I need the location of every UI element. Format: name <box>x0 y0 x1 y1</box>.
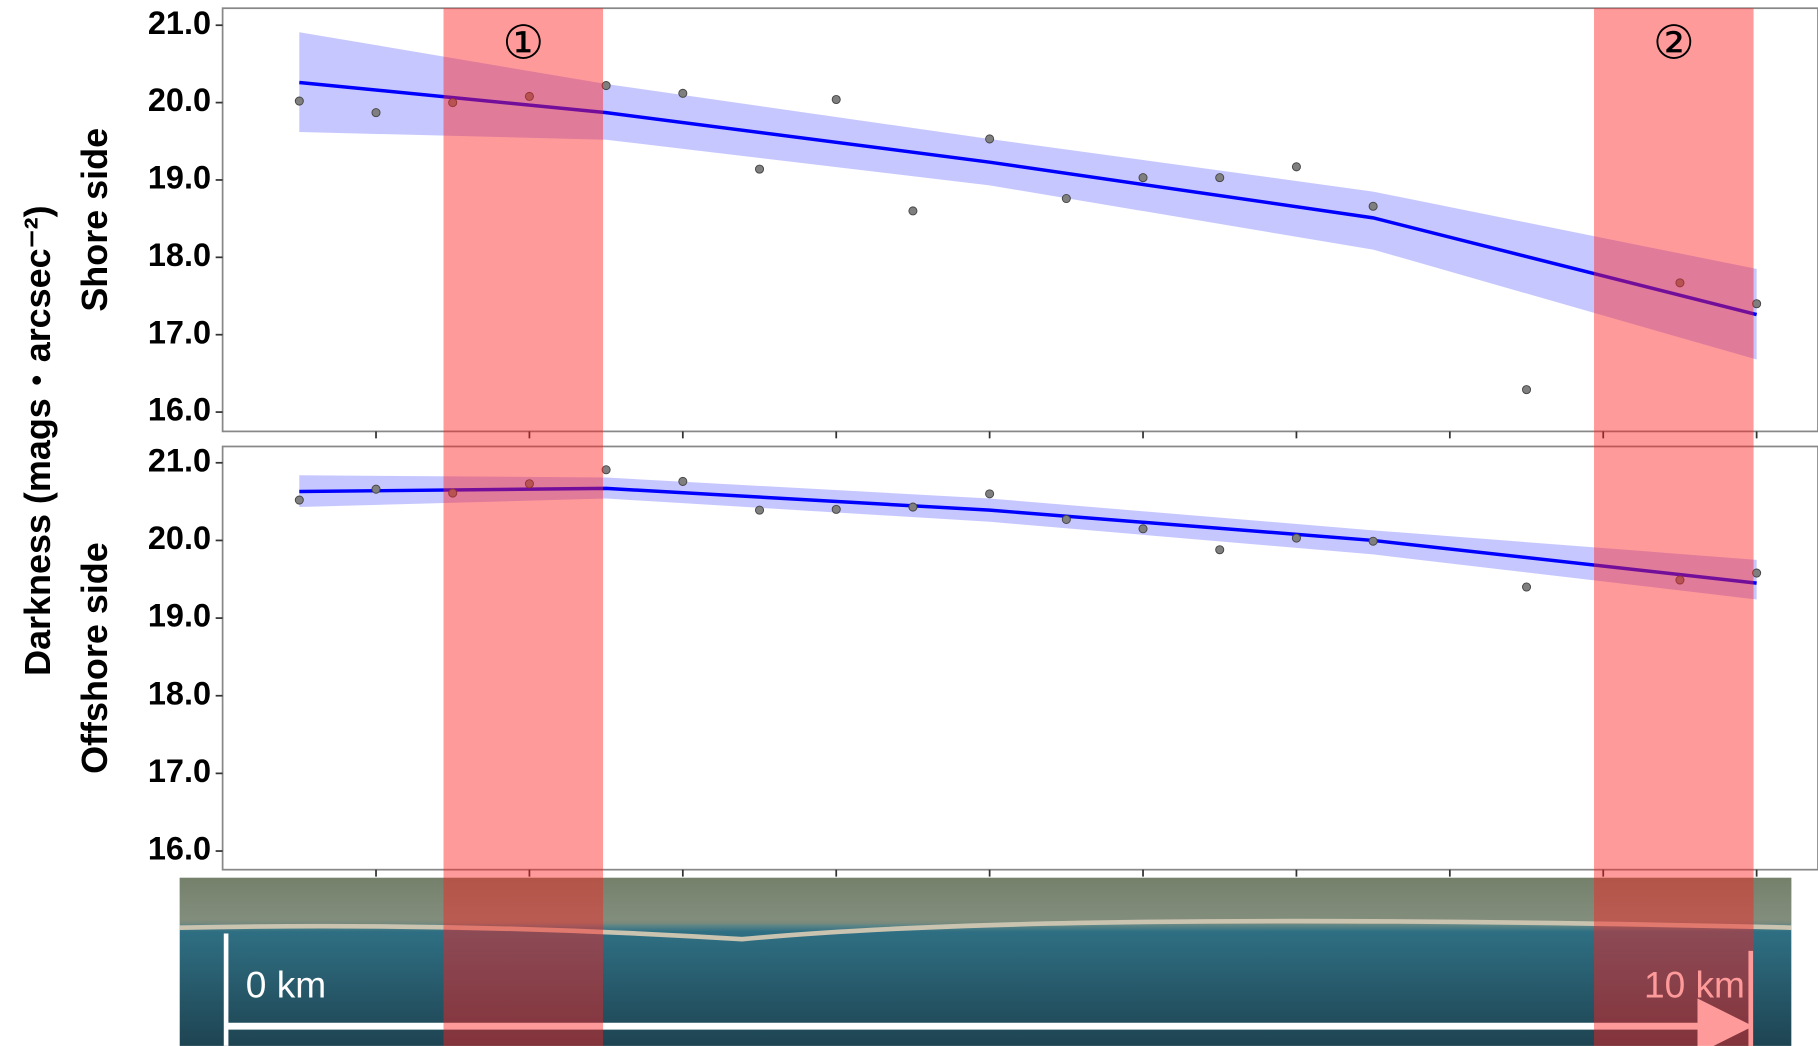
y-tick-label: 21.0 <box>148 5 211 41</box>
data-point <box>372 485 380 493</box>
y-tick-label: 19.0 <box>148 598 211 634</box>
data-point <box>602 466 610 474</box>
data-point <box>755 506 763 514</box>
data-point <box>295 496 303 504</box>
data-point <box>909 207 917 215</box>
y-tick-label: 16.0 <box>148 392 211 428</box>
data-point <box>1139 525 1147 533</box>
data-point <box>1522 386 1530 394</box>
panel-label: Offshore side <box>74 542 115 774</box>
highlight-region <box>1594 8 1754 1046</box>
data-point <box>832 95 840 103</box>
scale-start: 0 km <box>246 964 326 1006</box>
data-point <box>1292 163 1300 171</box>
y-axis-title: Darkness (mags・arcsec⁻²) <box>17 205 58 675</box>
data-point <box>1062 515 1070 523</box>
y-tick-label: 17.0 <box>148 314 211 350</box>
data-point <box>1753 300 1761 308</box>
data-point <box>1292 534 1300 542</box>
y-tick-label: 17.0 <box>148 753 211 789</box>
data-point <box>1369 537 1377 545</box>
panel-label: Shore side <box>74 128 115 312</box>
data-point <box>679 477 687 485</box>
data-point <box>679 89 687 97</box>
y-tick-label: 18.0 <box>148 675 211 711</box>
data-point <box>602 82 610 90</box>
y-tick-label: 20.0 <box>148 82 211 118</box>
y-tick-label: 19.0 <box>148 160 211 196</box>
data-point <box>1062 194 1070 202</box>
data-point <box>1522 583 1530 591</box>
y-tick-label: 18.0 <box>148 237 211 273</box>
chart: 0 km 10 km Darkness (mags・arcsec⁻²) 16.0… <box>0 0 1818 1046</box>
data-point <box>1216 174 1224 182</box>
data-point <box>295 97 303 105</box>
data-point <box>372 109 380 117</box>
data-point <box>909 503 917 511</box>
region-label: ① <box>503 17 545 69</box>
y-tick-label: 21.0 <box>148 442 211 478</box>
data-point <box>1139 174 1147 182</box>
y-tick-label: 16.0 <box>148 831 211 867</box>
data-point <box>1369 202 1377 210</box>
satellite-image <box>180 878 1792 1046</box>
data-point <box>986 490 994 498</box>
y-tick-label: 20.0 <box>148 520 211 556</box>
highlight-region <box>444 8 604 1046</box>
data-point <box>755 165 763 173</box>
data-point <box>986 135 994 143</box>
data-point <box>1216 546 1224 554</box>
data-point <box>1753 569 1761 577</box>
data-point <box>832 505 840 513</box>
region-label: ② <box>1653 17 1695 69</box>
